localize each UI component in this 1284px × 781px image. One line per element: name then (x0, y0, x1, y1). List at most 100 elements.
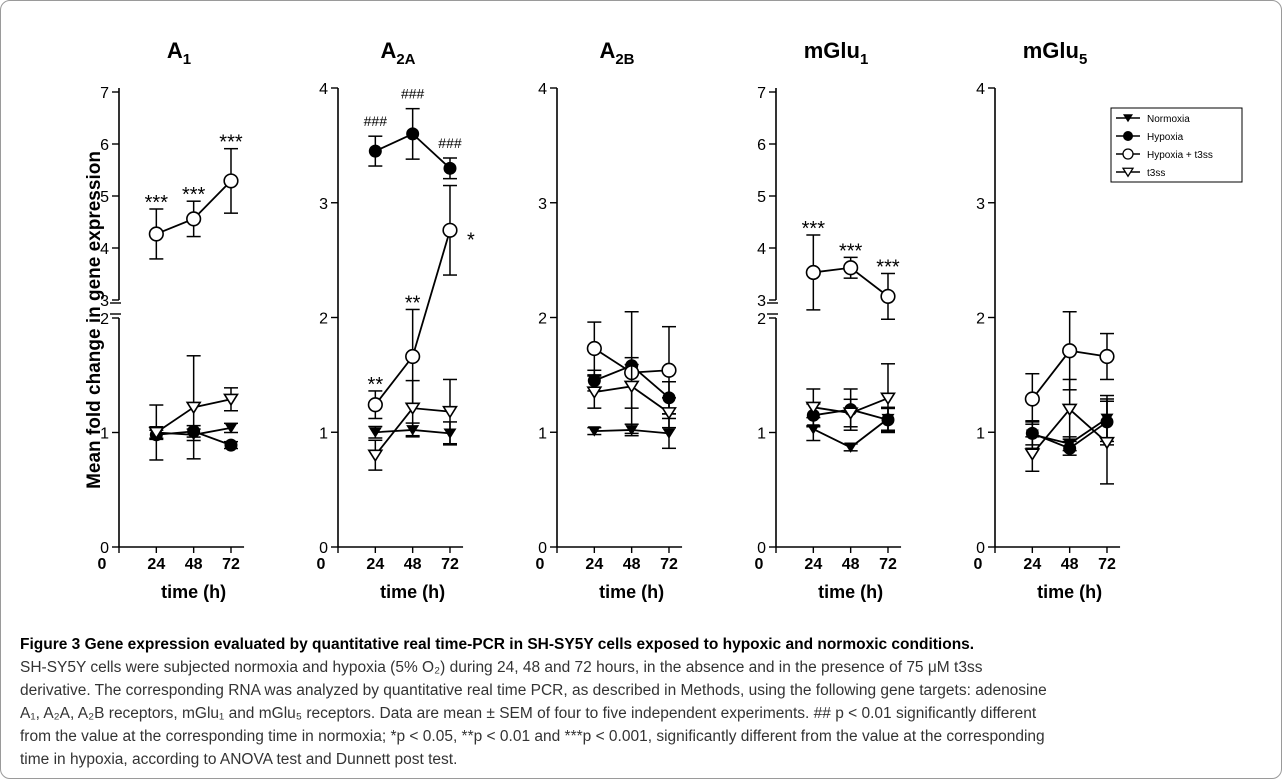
hypoxia-marker (368, 144, 382, 158)
y-tick-label: 0 (100, 540, 109, 557)
normoxia-marker (368, 427, 382, 438)
x-tick-label: 24 (147, 556, 165, 573)
series-hypoxia: ### ### ### (364, 86, 462, 180)
t3ss-marker (442, 405, 458, 419)
y-tick-label: 7 (757, 85, 766, 102)
t3ss-marker (1024, 448, 1041, 462)
hypoxia-t3ss-marker (442, 222, 458, 238)
series-t3ss (1024, 378, 1115, 485)
significance-label: *** (219, 132, 243, 154)
y-tick-label: 3 (757, 293, 766, 310)
t3ss-marker (185, 401, 202, 415)
normoxia-marker (844, 442, 858, 453)
y-tick-label: 2 (319, 311, 328, 328)
significance-label: ** (405, 292, 421, 314)
significance-label: *** (839, 240, 863, 262)
panel-title-subscript: 2B (615, 51, 634, 68)
series-t3ss (586, 363, 677, 429)
t3ss-marker (223, 393, 239, 407)
caption-line: time in hypoxia, according to ANOVA test… (20, 751, 458, 768)
panel-title: mGlu1 (804, 38, 869, 68)
legend-marker (1123, 131, 1133, 141)
t3ss-marker (842, 407, 859, 421)
hypoxia-marker (406, 127, 420, 141)
y-axis-label: Mean fold change in gene expression (84, 151, 105, 489)
y-tick-label: 6 (757, 137, 766, 154)
x-tick-label: 24 (585, 556, 603, 573)
t3ss-marker (880, 392, 896, 406)
x-tick-label: 24 (804, 556, 822, 573)
panel-a2b: A2B 0 1 2 3 4 0 24 48 72 time (h) (536, 38, 683, 602)
t3ss-marker (148, 426, 165, 440)
significance-label: * (467, 229, 475, 251)
y-tick-label: 2 (100, 311, 109, 328)
t3ss-marker (1099, 436, 1115, 450)
x-tick-label: 72 (441, 556, 459, 573)
hypoxia-marker (1063, 441, 1077, 455)
hypoxia-t3ss-marker (186, 211, 202, 227)
x-axis-label: time (h) (380, 582, 445, 602)
significance-label: *** (145, 192, 169, 214)
caption-line: derivative. The corresponding RNA was an… (20, 682, 1047, 699)
hypoxia-t3ss-legend-marker (1122, 148, 1134, 160)
hypoxia-t3ss-marker (1062, 343, 1078, 359)
hypoxia-marker (224, 438, 238, 452)
y-tick-label: 1 (319, 425, 328, 442)
figure-caption: Figure 3 Gene expression evaluated by qu… (20, 633, 1268, 771)
hypoxia-t3ss-marker (1024, 391, 1040, 407)
hypoxia-t3ss-marker (223, 173, 239, 189)
y-tick-label: 2 (757, 311, 766, 328)
normoxia-marker (224, 423, 238, 434)
hypoxia-t3ss-marker (880, 288, 896, 304)
y-tick-label: 0 (757, 540, 766, 557)
legend-label: Hypoxia (1147, 132, 1184, 143)
x-tick-label: 0 (974, 556, 983, 573)
y-tick-label: 3 (976, 196, 985, 213)
hypoxia-t3ss-marker (805, 264, 821, 281)
hypoxia-t3ss-marker (148, 226, 164, 242)
caption-title: Figure 3 Gene expression evaluated by qu… (20, 636, 975, 653)
hypoxia-marker (443, 161, 457, 175)
hypoxia-legend-marker (1123, 131, 1133, 141)
x-tick-label: 72 (879, 556, 897, 573)
t3ss-marker (623, 380, 640, 394)
y-tick-label: 3 (100, 293, 109, 310)
x-tick-label: 48 (1061, 556, 1079, 573)
legend: Normoxia Hypoxia Hypoxia + t3ss t3ss (1110, 107, 1243, 183)
x-axis-label: time (h) (1037, 582, 1102, 602)
hypoxia-t3ss-marker (405, 348, 421, 365)
series-hypoxia-t3ss: ***** (368, 184, 475, 420)
x-tick-label: 72 (1098, 556, 1116, 573)
y-tick-label: 4 (100, 241, 109, 258)
hypoxia-t3ss-marker (843, 260, 859, 276)
legend-label: Normoxia (1147, 114, 1190, 125)
panel-title-subscript: 1 (183, 51, 191, 68)
y-tick-label: 2 (538, 311, 547, 328)
hypoxia-t3ss-marker (1099, 348, 1115, 365)
t3ss-legend-marker (1121, 167, 1135, 178)
panel-title-subscript: 1 (860, 51, 868, 68)
t3ss-marker (586, 386, 603, 400)
y-tick-label: 4 (757, 241, 766, 258)
significance-label: ### (401, 86, 425, 102)
x-tick-label: 24 (366, 556, 384, 573)
significance-label: ### (438, 135, 462, 151)
t3ss-marker (805, 401, 822, 415)
panel-title-subscript: 2A (396, 51, 415, 68)
significance-label: ** (368, 374, 384, 396)
caption-line: SH-SY5Y cells were subjected normoxia an… (20, 659, 983, 676)
y-tick-label: 1 (538, 425, 547, 442)
series-hypoxia-t3ss: *** *** *** (145, 132, 243, 260)
legend-marker (1121, 167, 1135, 178)
x-axis-label: time (h) (161, 582, 226, 602)
legend-label: t3ss (1147, 168, 1165, 179)
hypoxia-t3ss-marker (661, 362, 677, 378)
y-tick-label: 1 (757, 426, 766, 443)
panel-title: A2A (380, 38, 415, 68)
y-tick-label: 5 (100, 189, 109, 206)
t3ss-marker (661, 407, 677, 420)
y-tick-label: 1 (100, 426, 109, 443)
